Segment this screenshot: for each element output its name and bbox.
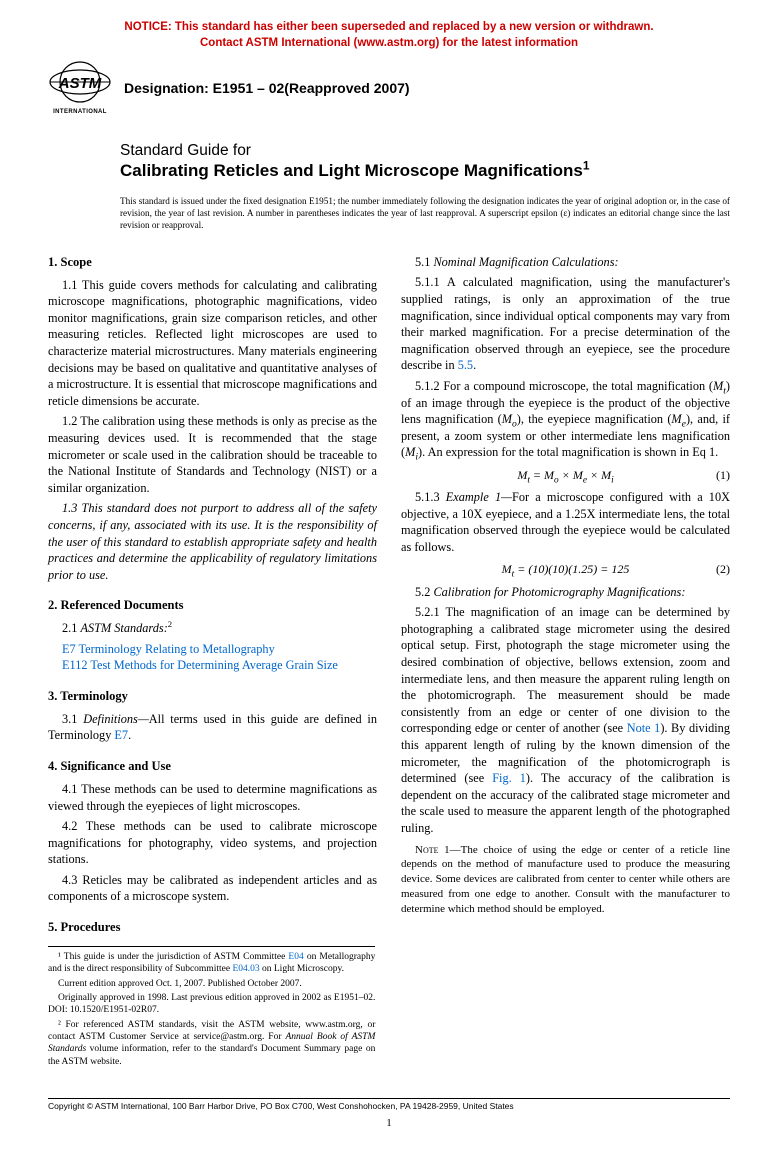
fn2-c: volume information, refer to the standar… bbox=[48, 1044, 375, 1066]
proc-511: 5.1.1 A calculated magnification, using … bbox=[401, 274, 730, 374]
significance-heading: 4. Significance and Use bbox=[48, 758, 377, 775]
terminology-p1: 3.1 Definitions—All terms used in this g… bbox=[48, 711, 377, 744]
title-block: Standard Guide for Calibrating Reticles … bbox=[120, 141, 730, 182]
proc-52-text: Calibration for Photomicrography Magnifi… bbox=[433, 585, 685, 599]
eq2-number: (2) bbox=[716, 561, 730, 577]
p513-b: Example 1— bbox=[446, 490, 512, 504]
eq2-body: Mt = (10)(10)(1.25) = 125 bbox=[502, 561, 630, 577]
eq1-body: Mt = Mo × Me × Mi bbox=[517, 467, 613, 483]
title-superscript: 1 bbox=[583, 159, 590, 173]
footnote-1: ¹ This guide is under the jurisdiction o… bbox=[48, 951, 375, 976]
p512-e: ). An expression for the total magnifica… bbox=[418, 445, 718, 459]
ref-e7[interactable]: E7 Terminology Relating to Metallography bbox=[48, 641, 377, 658]
equation-1: Mt = Mo × Me × Mi (1) bbox=[401, 467, 730, 483]
p513-a: 5.1.3 bbox=[415, 490, 446, 504]
refdocs-sup: 2 bbox=[168, 619, 172, 629]
p512-c: ), the eyepiece magnification ( bbox=[517, 412, 672, 426]
refdocs-p1-b: ASTM Standards: bbox=[80, 621, 167, 635]
logo-sublabel: INTERNATIONAL bbox=[48, 109, 112, 115]
proc-512: 5.1.2 For a compound microscope, the tot… bbox=[401, 378, 730, 461]
proc-511-b: . bbox=[473, 358, 476, 372]
sig-p2: 4.2 These methods can be used to calibra… bbox=[48, 818, 377, 868]
fn1-link1[interactable]: E04 bbox=[288, 952, 303, 962]
ref-e7-code: E7 bbox=[62, 642, 76, 656]
designation-text: Designation: E1951 – 02(Reapproved 2007) bbox=[124, 80, 410, 96]
p512-mt: M bbox=[713, 379, 723, 393]
sig-p3: 4.3 Reticles may be calibrated as indepe… bbox=[48, 872, 377, 905]
footnotes: ¹ This guide is under the jurisdiction o… bbox=[48, 946, 375, 1068]
ref-e112-text: Test Methods for Determining Average Gra… bbox=[88, 658, 338, 672]
body-columns: 1. Scope 1.1 This guide covers methods f… bbox=[48, 254, 730, 936]
svg-text:ASTM: ASTM bbox=[58, 75, 102, 92]
fn1-a: ¹ This guide is under the jurisdiction o… bbox=[58, 952, 288, 962]
term-b: Definitions— bbox=[83, 712, 149, 726]
issuance-note: This standard is issued under the fixed … bbox=[120, 195, 730, 232]
term-a: 3.1 bbox=[62, 712, 83, 726]
proc-52: 5.2 Calibration for Photomicrography Mag… bbox=[401, 584, 730, 601]
footnote-1-line3: Originally approved in 1998. Last previo… bbox=[48, 992, 375, 1017]
proc-51-text: Nominal Magnification Calculations: bbox=[433, 255, 618, 269]
ref-e7-text: Terminology Relating to Metallography bbox=[76, 642, 275, 656]
refdocs-p1: 2.1 ASTM Standards:2 bbox=[48, 620, 377, 637]
footnote-2: ² For referenced ASTM standards, visit t… bbox=[48, 1019, 375, 1068]
ref-e112-code: E112 bbox=[62, 658, 88, 672]
document-page: NOTICE: This standard has either been su… bbox=[0, 0, 778, 1149]
term-d: . bbox=[128, 728, 131, 742]
equation-2: Mt = (10)(10)(1.25) = 125 (2) bbox=[401, 561, 730, 577]
proc-521: 5.2.1 The magnification of an image can … bbox=[401, 604, 730, 836]
proc-51: 5.1 Nominal Magnification Calculations: bbox=[401, 254, 730, 271]
sig-p1: 4.1 These methods can be used to determi… bbox=[48, 781, 377, 814]
copyright-line: Copyright © ASTM International, 100 Barr… bbox=[48, 1098, 730, 1111]
eq1-number: (1) bbox=[716, 467, 730, 483]
astm-logo: ASTM INTERNATIONAL bbox=[48, 61, 112, 113]
fn1-c: on Light Microscopy. bbox=[260, 964, 344, 974]
proc-513: 5.1.3 Example 1—For a microscope configu… bbox=[401, 489, 730, 555]
note-1: Note 1—The choice of using the edge or c… bbox=[401, 843, 730, 917]
footnote-1-line2: Current edition approved Oct. 1, 2007. P… bbox=[48, 978, 375, 990]
scope-p2: 1.2 The calibration using these methods … bbox=[48, 413, 377, 496]
page-number: 1 bbox=[48, 1117, 730, 1129]
title-main: Calibrating Reticles and Light Microscop… bbox=[120, 160, 730, 182]
title-main-text: Calibrating Reticles and Light Microscop… bbox=[120, 161, 583, 180]
title-prefix: Standard Guide for bbox=[120, 141, 730, 160]
p512-a: 5.1.2 For a compound microscope, the tot… bbox=[415, 379, 713, 393]
p512-me: M bbox=[671, 412, 681, 426]
fn1-link2[interactable]: E04.03 bbox=[232, 964, 259, 974]
note1-num: 1— bbox=[439, 844, 461, 856]
scope-heading: 1. Scope bbox=[48, 254, 377, 271]
header-block: ASTM INTERNATIONAL Designation: E1951 – … bbox=[48, 61, 730, 113]
note1-label: Note bbox=[415, 844, 439, 856]
term-link-e7[interactable]: E7 bbox=[114, 728, 128, 742]
p521-a: 5.2.1 The magnification of an image can … bbox=[401, 605, 730, 735]
refdocs-p1-a: 2.1 bbox=[62, 621, 80, 635]
p521-link-fig1[interactable]: Fig. 1 bbox=[492, 771, 526, 785]
p512-mi: M bbox=[405, 445, 415, 459]
notice-line1: NOTICE: This standard has either been su… bbox=[124, 21, 653, 33]
p512-mo: M bbox=[502, 412, 512, 426]
notice-line2: Contact ASTM International (www.astm.org… bbox=[200, 37, 578, 49]
proc-511-a: 5.1.1 A calculated magnification, using … bbox=[401, 275, 730, 372]
procedures-heading: 5. Procedures bbox=[48, 919, 377, 936]
proc-511-link[interactable]: 5.5 bbox=[458, 358, 473, 372]
ref-e112[interactable]: E112 Test Methods for Determining Averag… bbox=[48, 657, 377, 674]
terminology-heading: 3. Terminology bbox=[48, 688, 377, 705]
notice-banner: NOTICE: This standard has either been su… bbox=[48, 20, 730, 51]
p521-link-note1[interactable]: Note 1 bbox=[627, 721, 661, 735]
scope-p1: 1.1 This guide covers methods for calcul… bbox=[48, 277, 377, 410]
scope-p3: 1.3 This standard does not purport to ad… bbox=[48, 500, 377, 583]
refdocs-heading: 2. Referenced Documents bbox=[48, 597, 377, 614]
